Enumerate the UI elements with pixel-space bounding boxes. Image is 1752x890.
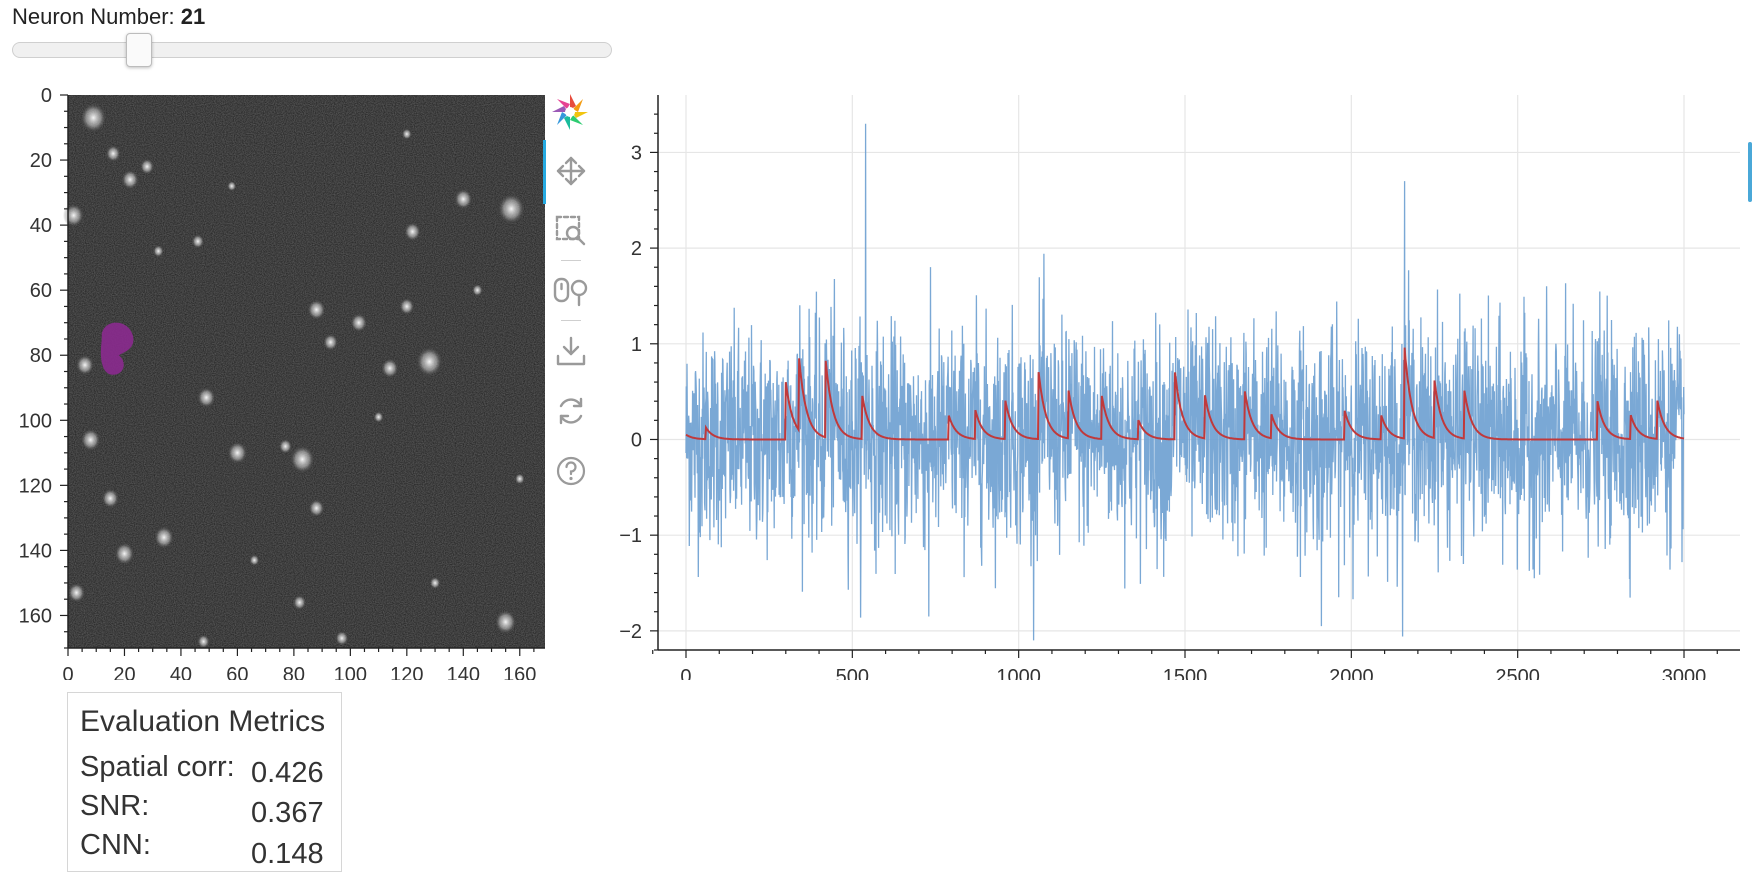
chart-y-tick-label: 0 <box>631 429 642 451</box>
chart-x-tick-label: 1500 <box>1163 666 1208 680</box>
neuron-slider-handle[interactable] <box>125 33 152 67</box>
chart-x-tick-label: 2500 <box>1495 666 1540 680</box>
image-x-tick-label: 140 <box>447 664 480 680</box>
image-x-tick-label: 60 <box>226 664 248 680</box>
image-x-tick-label: 100 <box>334 664 367 680</box>
evaluation-metrics-panel: Evaluation Metrics Spatial corr: 0.426 S… <box>67 692 342 872</box>
image-y-tick-label: 60 <box>30 280 52 302</box>
neuron-number-label: Neuron Number: 21 <box>12 4 205 30</box>
chart-y-tick-label: −1 <box>619 525 642 547</box>
chart-x-tick-label: 0 <box>680 666 691 680</box>
help-icon[interactable] <box>554 454 588 488</box>
chart-x-tick-label: 3000 <box>1662 666 1707 680</box>
image-x-tick-label: 40 <box>170 664 192 680</box>
image-y-tick-label: 100 <box>19 410 52 432</box>
chart-y-tick-label: 2 <box>631 238 642 260</box>
image-y-tick-label: 160 <box>19 605 52 627</box>
chart-x-tick-label: 1000 <box>996 666 1041 680</box>
plot-toolbar <box>543 88 596 508</box>
image-axes: 0 20 40 60 80 100 120 140 160 0 20 40 60 80 100 120 140 1… <box>19 85 545 680</box>
toolbar-divider <box>561 320 581 321</box>
image-y-tick-label: 40 <box>30 215 52 237</box>
raw-trace-line <box>685 123 1685 641</box>
save-icon[interactable] <box>554 334 588 368</box>
neuron-slider-track[interactable] <box>12 33 612 67</box>
bokeh-logo-icon[interactable] <box>550 92 590 132</box>
spatial-image-plot[interactable]: 0 20 40 60 80 100 120 140 160 0 20 40 60 80 100 120 140 1… <box>0 80 545 680</box>
wheel-zoom-icon[interactable] <box>552 274 590 308</box>
trace-chart[interactable]: 0 500 1000 1500 2000 2500 3000 −2 −1 0 1 2 3 <box>600 80 1752 680</box>
chart-series <box>685 123 1685 641</box>
box-zoom-icon[interactable] <box>554 214 588 248</box>
image-y-tick-label: 80 <box>30 345 52 367</box>
metric-label-cnn: CNN: <box>80 829 151 861</box>
metric-value-snr: 0.367 <box>251 797 324 829</box>
chart-y-tick-label: 1 <box>631 334 642 356</box>
metric-label-snr: SNR: <box>80 790 150 822</box>
image-y-tick-label: 20 <box>30 150 52 172</box>
toolbar-divider <box>561 260 581 261</box>
chart-y-tick-label: −2 <box>619 621 642 643</box>
image-x-tick-label: 20 <box>113 664 135 680</box>
image-y-tick-label: 120 <box>19 475 52 497</box>
slider-title: Neuron Number: <box>12 4 175 29</box>
toolbar-active-indicator <box>543 140 546 204</box>
chart-y-tick-label: 3 <box>631 142 642 164</box>
chart-x-tick-label: 2000 <box>1329 666 1374 680</box>
image-x-tick-label: 0 <box>62 664 73 680</box>
chart-axes: 0 500 1000 1500 2000 2500 3000 −2 −1 0 1 2 3 <box>619 95 1740 680</box>
image-x-tick-label: 120 <box>390 664 423 680</box>
image-y-tick-label: 140 <box>19 540 52 562</box>
fluorescence-image <box>63 95 545 649</box>
chart-scroll-indicator[interactable] <box>1748 142 1752 202</box>
metric-value-cnn: 0.148 <box>251 838 324 870</box>
image-x-tick-label: 80 <box>283 664 305 680</box>
slider-value: 21 <box>180 4 206 29</box>
image-y-tick-label: 0 <box>41 85 52 107</box>
metric-label-spatial-corr: Spatial corr: <box>80 751 235 783</box>
reset-icon[interactable] <box>554 394 588 428</box>
image-x-tick-label: 160 <box>503 664 536 680</box>
denoised-trace-line <box>685 347 1685 441</box>
pan-icon[interactable] <box>554 154 588 188</box>
metrics-title: Evaluation Metrics <box>80 705 326 738</box>
chart-x-tick-label: 500 <box>836 666 869 680</box>
metric-value-spatial-corr: 0.426 <box>251 757 324 789</box>
